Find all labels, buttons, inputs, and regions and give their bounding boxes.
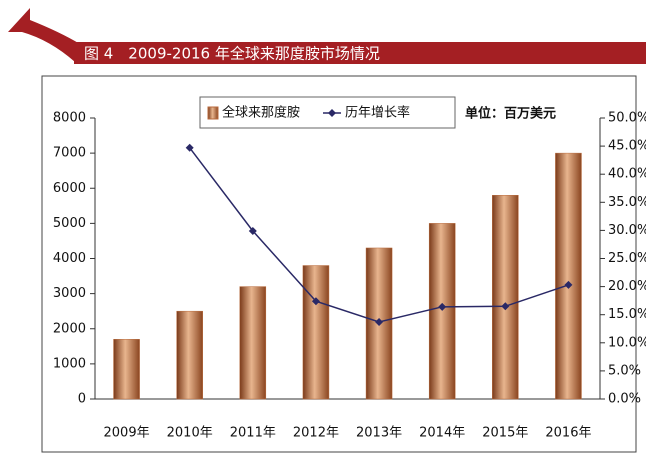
x-tick-label: 2010年 xyxy=(167,426,213,441)
bar xyxy=(428,223,456,400)
y-tick-label: 2000 xyxy=(53,321,86,336)
marker xyxy=(438,302,447,311)
y2-tick-label: 35.0% xyxy=(608,195,646,210)
unit-note: 单位：百万美元 xyxy=(465,106,556,122)
y2-tick-label: 45.0% xyxy=(608,139,646,154)
bar xyxy=(239,286,267,400)
y-tick-label: 1000 xyxy=(53,356,86,371)
y2-tick-label: 5.0% xyxy=(608,363,641,378)
y-tick-label: 8000 xyxy=(53,111,86,126)
chart-title: 图 4 2009-2016 年全球来那度胺市场情况 xyxy=(84,45,380,63)
legend-marker xyxy=(328,109,336,117)
bar xyxy=(492,195,519,400)
y2-tick-label: 10.0% xyxy=(608,335,646,350)
y-tick-label: 3000 xyxy=(53,286,86,301)
y-tick-label: 7000 xyxy=(53,146,86,161)
legend-swatch xyxy=(207,106,219,120)
marker xyxy=(501,302,510,311)
x-tick-label: 2014年 xyxy=(419,426,465,441)
y-tick-label: 6000 xyxy=(53,181,86,196)
x-tick-label: 2012年 xyxy=(293,426,339,441)
y2-tick-label: 40.0% xyxy=(608,167,646,182)
y2-tick-label: 15.0% xyxy=(608,307,646,322)
marker xyxy=(375,318,384,327)
swoosh xyxy=(8,8,80,62)
y2-tick-label: 25.0% xyxy=(608,251,646,266)
bar xyxy=(113,339,140,400)
bar xyxy=(365,247,393,400)
marker xyxy=(185,143,194,152)
marker xyxy=(564,280,573,289)
frame xyxy=(41,75,637,453)
bar xyxy=(555,152,582,400)
y2-tick-label: 0.0% xyxy=(608,392,641,407)
y-tick-label: 5000 xyxy=(53,216,86,231)
marker xyxy=(248,226,257,235)
bar xyxy=(302,265,330,400)
x-tick-label: 2009年 xyxy=(104,426,150,441)
legend-label: 全球来那度胺 xyxy=(222,105,300,121)
bar xyxy=(176,310,203,400)
x-tick-label: 2015年 xyxy=(482,426,528,441)
y2-tick-label: 30.0% xyxy=(608,223,646,238)
title-banner xyxy=(74,42,646,64)
y2-tick-label: 20.0% xyxy=(608,279,646,294)
marker xyxy=(311,297,320,306)
x-tick-label: 2016年 xyxy=(545,426,591,441)
x-tick-label: 2011年 xyxy=(230,426,276,441)
legend-label: 历年增长率 xyxy=(345,105,410,121)
y2-tick-label: 50.0% xyxy=(608,111,646,126)
y-tick-label: 4000 xyxy=(53,251,86,266)
y-tick-label: 0 xyxy=(78,392,86,407)
x-tick-label: 2013年 xyxy=(356,426,402,441)
